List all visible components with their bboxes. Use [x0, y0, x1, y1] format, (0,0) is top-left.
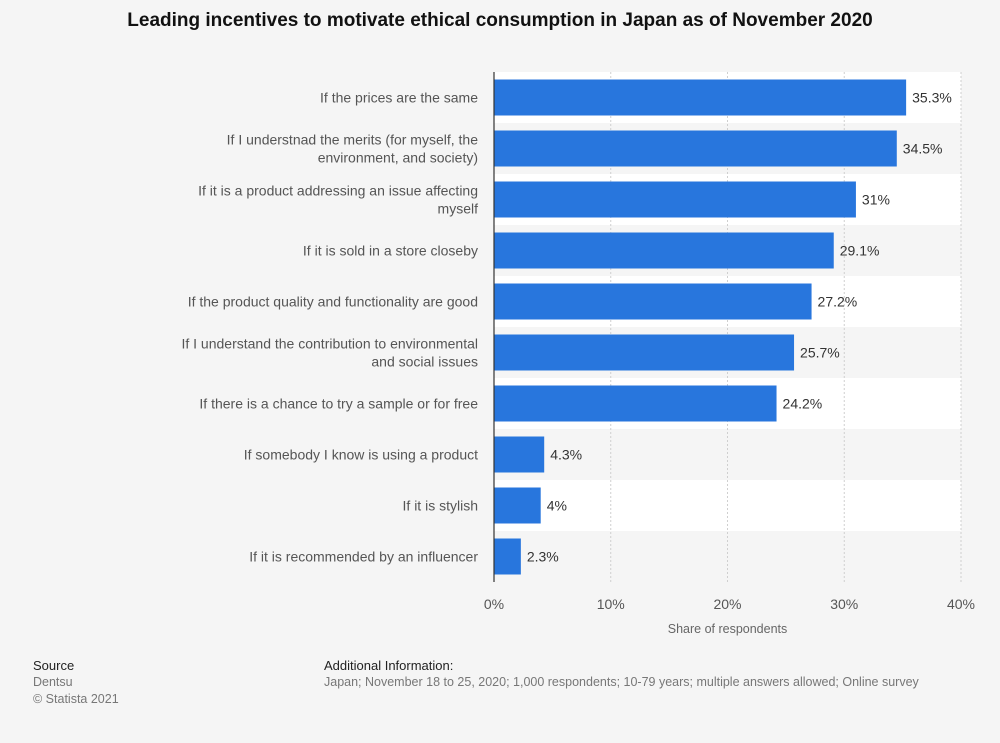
x-tick-label: 30%	[830, 596, 858, 612]
category-label-line: myself	[438, 201, 479, 217]
bar	[494, 436, 545, 473]
value-label: 4%	[547, 498, 567, 514]
value-label: 25.7%	[800, 345, 840, 361]
x-tick-label: 0%	[484, 596, 504, 612]
value-label: 4.3%	[550, 447, 582, 463]
category-label-line: and social issues	[371, 354, 478, 370]
value-label: 34.5%	[903, 141, 943, 157]
additional-info-block: Additional Information: Japan; November …	[324, 657, 919, 691]
category-label: If it is recommended by an influencer	[249, 549, 478, 565]
category-label: If there is a chance to try a sample or …	[199, 396, 478, 412]
category-label: If it is sold in a store closeby	[303, 243, 478, 259]
value-label: 31%	[862, 192, 890, 208]
value-label: 35.3%	[912, 90, 952, 106]
value-label: 29.1%	[840, 243, 880, 259]
bar	[494, 385, 777, 422]
category-label-line: If I understnad the merits (for myself, …	[227, 132, 479, 148]
bar	[494, 181, 856, 218]
category-label-line: If it is a product addressing an issue a…	[198, 183, 478, 199]
info-heading: Additional Information:	[324, 658, 454, 673]
value-label: 24.2%	[783, 396, 823, 412]
copyright: © Statista 2021	[33, 692, 119, 706]
category-label: If I understnad the merits (for myself, …	[227, 132, 479, 166]
category-label-line: If it is sold in a store closeby	[303, 243, 478, 259]
category-label: If somebody I know is using a product	[244, 447, 478, 463]
bar	[494, 334, 795, 371]
category-label-line: If somebody I know is using a product	[244, 447, 478, 463]
value-label: 2.3%	[527, 549, 559, 565]
category-label: If the prices are the same	[320, 90, 478, 106]
category-label: If it is a product addressing an issue a…	[198, 183, 478, 217]
bar	[494, 232, 834, 269]
x-tick-label: 20%	[713, 596, 741, 612]
category-label-line: If there is a chance to try a sample or …	[199, 396, 478, 412]
category-label-line: If I understand the contribution to envi…	[181, 336, 478, 352]
chart-title: Leading incentives to motivate ethical c…	[127, 10, 873, 31]
source-block: Source Dentsu © Statista 2021	[33, 657, 119, 708]
category-label-line: environment, and society)	[318, 150, 478, 166]
bar	[494, 283, 812, 320]
x-tick-label: 40%	[947, 596, 975, 612]
category-label-line: If it is recommended by an influencer	[249, 549, 478, 565]
bar	[494, 538, 521, 575]
bar	[494, 79, 907, 116]
source-heading: Source	[33, 658, 75, 673]
category-label-line: If the product quality and functionality…	[188, 294, 478, 310]
category-label: If the product quality and functionality…	[188, 294, 478, 310]
bar	[494, 487, 541, 524]
x-axis-title: Share of respondents	[668, 622, 788, 636]
value-label: 27.2%	[818, 294, 858, 310]
category-label: If I understand the contribution to envi…	[181, 336, 478, 370]
x-tick-label: 10%	[597, 596, 625, 612]
category-label: If it is stylish	[403, 498, 478, 514]
bar-chart: 35.3% If the prices are the same 34.5% If I…	[181, 72, 975, 636]
source-name: Dentsu	[33, 675, 73, 689]
category-label-line: If it is stylish	[403, 498, 478, 514]
info-text: Japan; November 18 to 25, 2020; 1,000 re…	[324, 675, 919, 689]
category-label-line: If the prices are the same	[320, 90, 478, 106]
bar	[494, 130, 897, 167]
